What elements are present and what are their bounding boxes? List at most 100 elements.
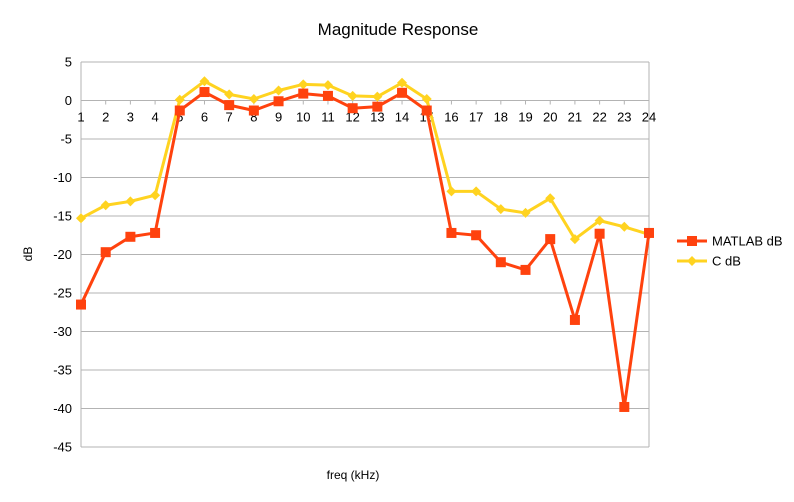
legend-marker [687,256,697,266]
y-tick-label: -20 [53,247,72,262]
data-point [273,96,284,107]
x-tick-label: 10 [296,110,310,125]
x-tick-label: 23 [617,110,631,125]
data-point [594,228,605,239]
y-axis-label: dB [21,247,35,262]
x-tick-label: 7 [226,110,233,125]
data-point [545,193,556,204]
data-point [150,227,161,238]
data-point [174,105,185,116]
x-tick-label: 19 [518,110,532,125]
x-tick-label: 4 [151,110,158,125]
data-point [495,204,506,215]
data-point [471,186,482,197]
data-point [421,105,432,116]
y-axis-ticks: 5 0 -5 -10 -15 -20 -25 -30 -35 -40 -45 [53,55,72,455]
data-point [125,196,136,207]
legend-item: MATLAB dB [677,234,783,249]
data-point [421,93,432,104]
x-tick-label: 12 [345,110,359,125]
data-point [644,227,654,238]
x-tick-label: 21 [568,110,582,125]
data-point [224,100,235,111]
data-point [150,190,161,201]
x-axis-label: freq (kHz) [327,468,380,482]
data-point [224,89,235,100]
legend-label: C dB [712,254,741,269]
series-layer [76,76,654,412]
y-tick-label: -45 [53,440,72,455]
data-point [199,76,210,87]
y-tick-label: -15 [53,209,72,224]
data-point [372,91,383,102]
data-point [520,264,531,275]
data-point [347,103,358,114]
data-point [174,94,185,105]
data-point [545,234,556,245]
data-point [347,90,358,101]
chart-title: Magnitude Response [318,20,479,39]
data-point [619,221,630,232]
x-tick-label: 2 [102,110,109,125]
x-tick-label: 3 [127,110,134,125]
x-tick-label: 22 [592,110,606,125]
data-point [248,105,259,116]
y-tick-label: 5 [65,55,72,70]
data-point [322,90,333,101]
data-point [298,79,309,90]
data-point [471,230,482,241]
y-tick-label: -30 [53,324,72,339]
y-tick-label: -35 [53,363,72,378]
y-tick-label: -5 [60,132,72,147]
x-tick-label: 14 [395,110,409,125]
data-point [569,234,580,245]
data-point [446,186,457,197]
data-point [397,77,408,88]
y-tick-label: 0 [65,93,72,108]
data-point [100,200,111,211]
legend-marker [687,236,697,246]
x-tick-label: 9 [275,110,282,125]
x-tick-label: 1 [77,110,84,125]
data-point [100,247,111,258]
x-tick-label: 11 [321,110,335,125]
y-tick-label: -40 [53,401,72,416]
data-point [397,87,408,98]
data-point [125,231,136,242]
x-tick-label: 8 [250,110,257,125]
series-line [80,79,650,241]
series-line [79,90,651,409]
data-point [495,257,506,268]
y-tick-label: -10 [53,170,72,185]
x-tick-label: 16 [444,110,458,125]
data-point [322,80,333,91]
data-point [594,215,605,226]
data-point [569,314,580,325]
data-point [76,299,86,310]
data-point [619,401,630,412]
x-tick-label: 18 [494,110,508,125]
gridlines [80,61,650,448]
data-point [446,227,457,238]
x-axis-ticks: 1 2 3 4 5 6 7 8 9 10 11 12 13 14 15 16 17 18 19 20 21 22 23 24 [77,100,656,125]
data-point [199,87,210,98]
data-point [372,101,383,112]
x-tick-label: 17 [469,110,483,125]
legend-item: C dB [677,254,741,269]
data-point [76,213,86,224]
data-point [520,207,531,218]
legend-label: MATLAB dB [712,234,783,249]
y-tick-label: -25 [53,286,72,301]
x-tick-label: 24 [642,110,656,125]
x-tick-label: 13 [370,110,384,125]
x-tick-label: 6 [201,110,208,125]
series-matlab-db [76,87,654,412]
data-point [248,93,259,104]
x-tick-label: 20 [543,110,557,125]
series-c-db [76,76,654,245]
data-point [273,85,284,96]
legend: MATLAB dB C dB [677,234,783,269]
data-point [298,88,309,99]
